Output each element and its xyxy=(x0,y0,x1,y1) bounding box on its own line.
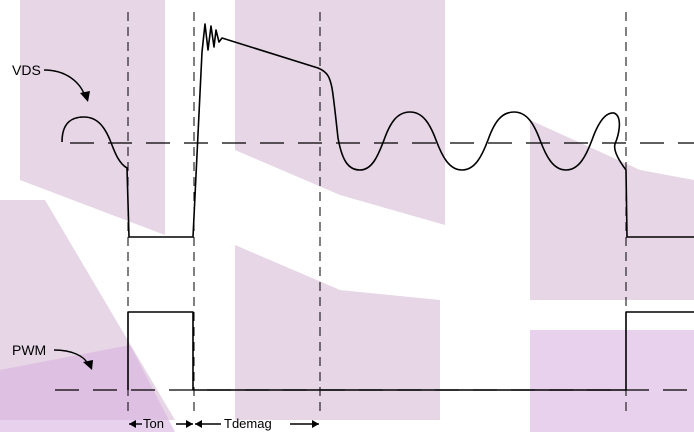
tdemag-interval: Tdemag xyxy=(195,416,319,431)
pwm-label: PWM xyxy=(12,342,46,358)
pwm-waveform xyxy=(127,311,694,391)
ton-interval: Ton xyxy=(129,416,193,431)
vds-arrowhead xyxy=(80,91,90,102)
pwm-arrowhead xyxy=(83,360,93,370)
ton-label: Ton xyxy=(143,416,164,431)
vds-waveform xyxy=(61,23,694,238)
vds-label: VDS xyxy=(12,62,41,78)
tdemag-label: Tdemag xyxy=(224,416,272,431)
